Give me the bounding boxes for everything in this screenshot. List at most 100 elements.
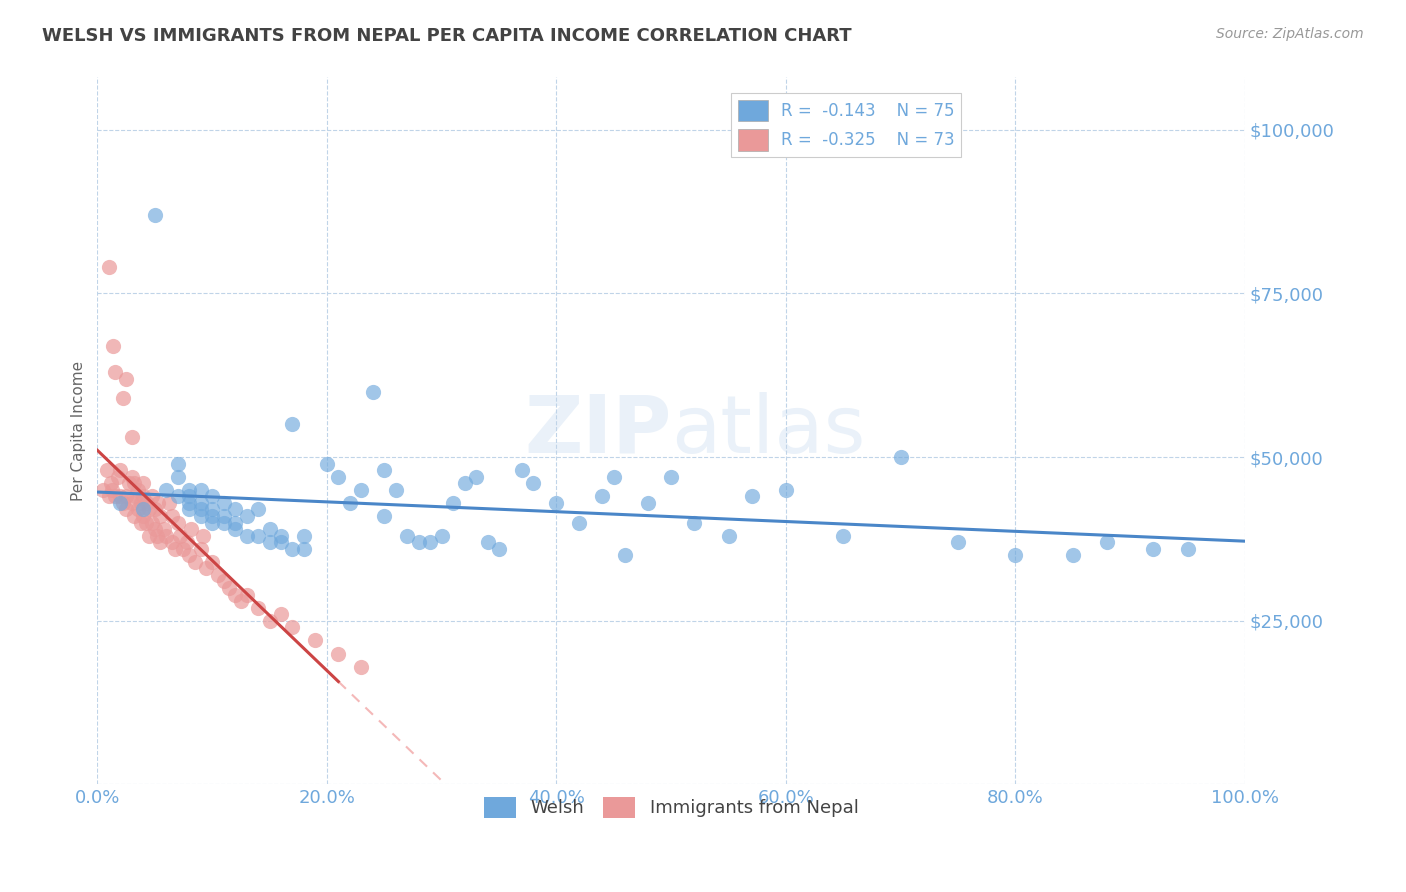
Point — [717, 529, 740, 543]
Y-axis label: Per Capita Income: Per Capita Income — [72, 361, 86, 501]
Point — [124, 489, 146, 503]
Point — [141, 489, 163, 503]
Point — [190, 483, 212, 497]
Point — [100, 476, 122, 491]
Point — [201, 516, 224, 530]
Point — [135, 516, 157, 530]
Point — [328, 469, 350, 483]
Point — [132, 509, 155, 524]
Point — [166, 489, 188, 503]
Point — [292, 529, 315, 543]
Point — [396, 529, 419, 543]
Point — [157, 496, 180, 510]
Point — [683, 516, 706, 530]
Point — [946, 535, 969, 549]
Point — [235, 588, 257, 602]
Point — [132, 476, 155, 491]
Point — [103, 365, 125, 379]
Point — [292, 541, 315, 556]
Point — [138, 529, 160, 543]
Point — [179, 502, 201, 516]
Point — [111, 496, 134, 510]
Point — [477, 535, 499, 549]
Point — [591, 489, 613, 503]
Point — [176, 535, 198, 549]
Point — [166, 469, 188, 483]
Point — [103, 489, 125, 503]
Text: WELSH VS IMMIGRANTS FROM NEPAL PER CAPITA INCOME CORRELATION CHART: WELSH VS IMMIGRANTS FROM NEPAL PER CAPIT… — [42, 27, 852, 45]
Point — [235, 529, 257, 543]
Point — [259, 522, 281, 536]
Point — [160, 509, 183, 524]
Point — [118, 476, 141, 491]
Point — [408, 535, 430, 549]
Point — [146, 529, 169, 543]
Point — [212, 496, 235, 510]
Point — [166, 516, 188, 530]
Point — [179, 489, 201, 503]
Point — [103, 339, 125, 353]
Point — [741, 489, 763, 503]
Point — [190, 502, 212, 516]
Point — [143, 208, 166, 222]
Point — [603, 469, 626, 483]
Point — [270, 529, 292, 543]
Point — [201, 555, 224, 569]
Point — [115, 371, 138, 385]
Point — [224, 522, 246, 536]
Point — [97, 489, 120, 503]
Point — [614, 549, 637, 563]
Point — [488, 541, 510, 556]
Point — [207, 568, 229, 582]
Point — [191, 529, 214, 543]
Point — [304, 633, 326, 648]
Point — [127, 502, 149, 516]
Point — [568, 516, 591, 530]
Point — [190, 541, 212, 556]
Point — [373, 509, 395, 524]
Point — [281, 620, 304, 634]
Point — [281, 541, 304, 556]
Point — [179, 483, 201, 497]
Point — [122, 509, 145, 524]
Point — [1177, 541, 1199, 556]
Point — [190, 496, 212, 510]
Point — [179, 549, 201, 563]
Point — [129, 496, 152, 510]
Point — [149, 509, 172, 524]
Point — [212, 574, 235, 589]
Point — [115, 502, 138, 516]
Text: ZIP: ZIP — [524, 392, 671, 470]
Point — [121, 430, 143, 444]
Point — [132, 502, 155, 516]
Point — [160, 535, 183, 549]
Point — [180, 522, 202, 536]
Point — [141, 516, 163, 530]
Point — [510, 463, 533, 477]
Point — [201, 502, 224, 516]
Point — [115, 489, 138, 503]
Point — [138, 502, 160, 516]
Point — [373, 463, 395, 477]
Point — [1004, 549, 1026, 563]
Point — [350, 483, 373, 497]
Point — [224, 588, 246, 602]
Point — [129, 516, 152, 530]
Point — [832, 529, 855, 543]
Point — [315, 457, 337, 471]
Point — [546, 496, 568, 510]
Point — [121, 469, 143, 483]
Point — [107, 469, 129, 483]
Point — [270, 535, 292, 549]
Point — [522, 476, 544, 491]
Point — [247, 502, 270, 516]
Point — [135, 496, 157, 510]
Point — [1097, 535, 1119, 549]
Point — [190, 509, 212, 524]
Point — [91, 483, 114, 497]
Text: Source: ZipAtlas.com: Source: ZipAtlas.com — [1216, 27, 1364, 41]
Point — [111, 391, 134, 405]
Point — [122, 476, 145, 491]
Point — [184, 555, 207, 569]
Point — [465, 469, 488, 483]
